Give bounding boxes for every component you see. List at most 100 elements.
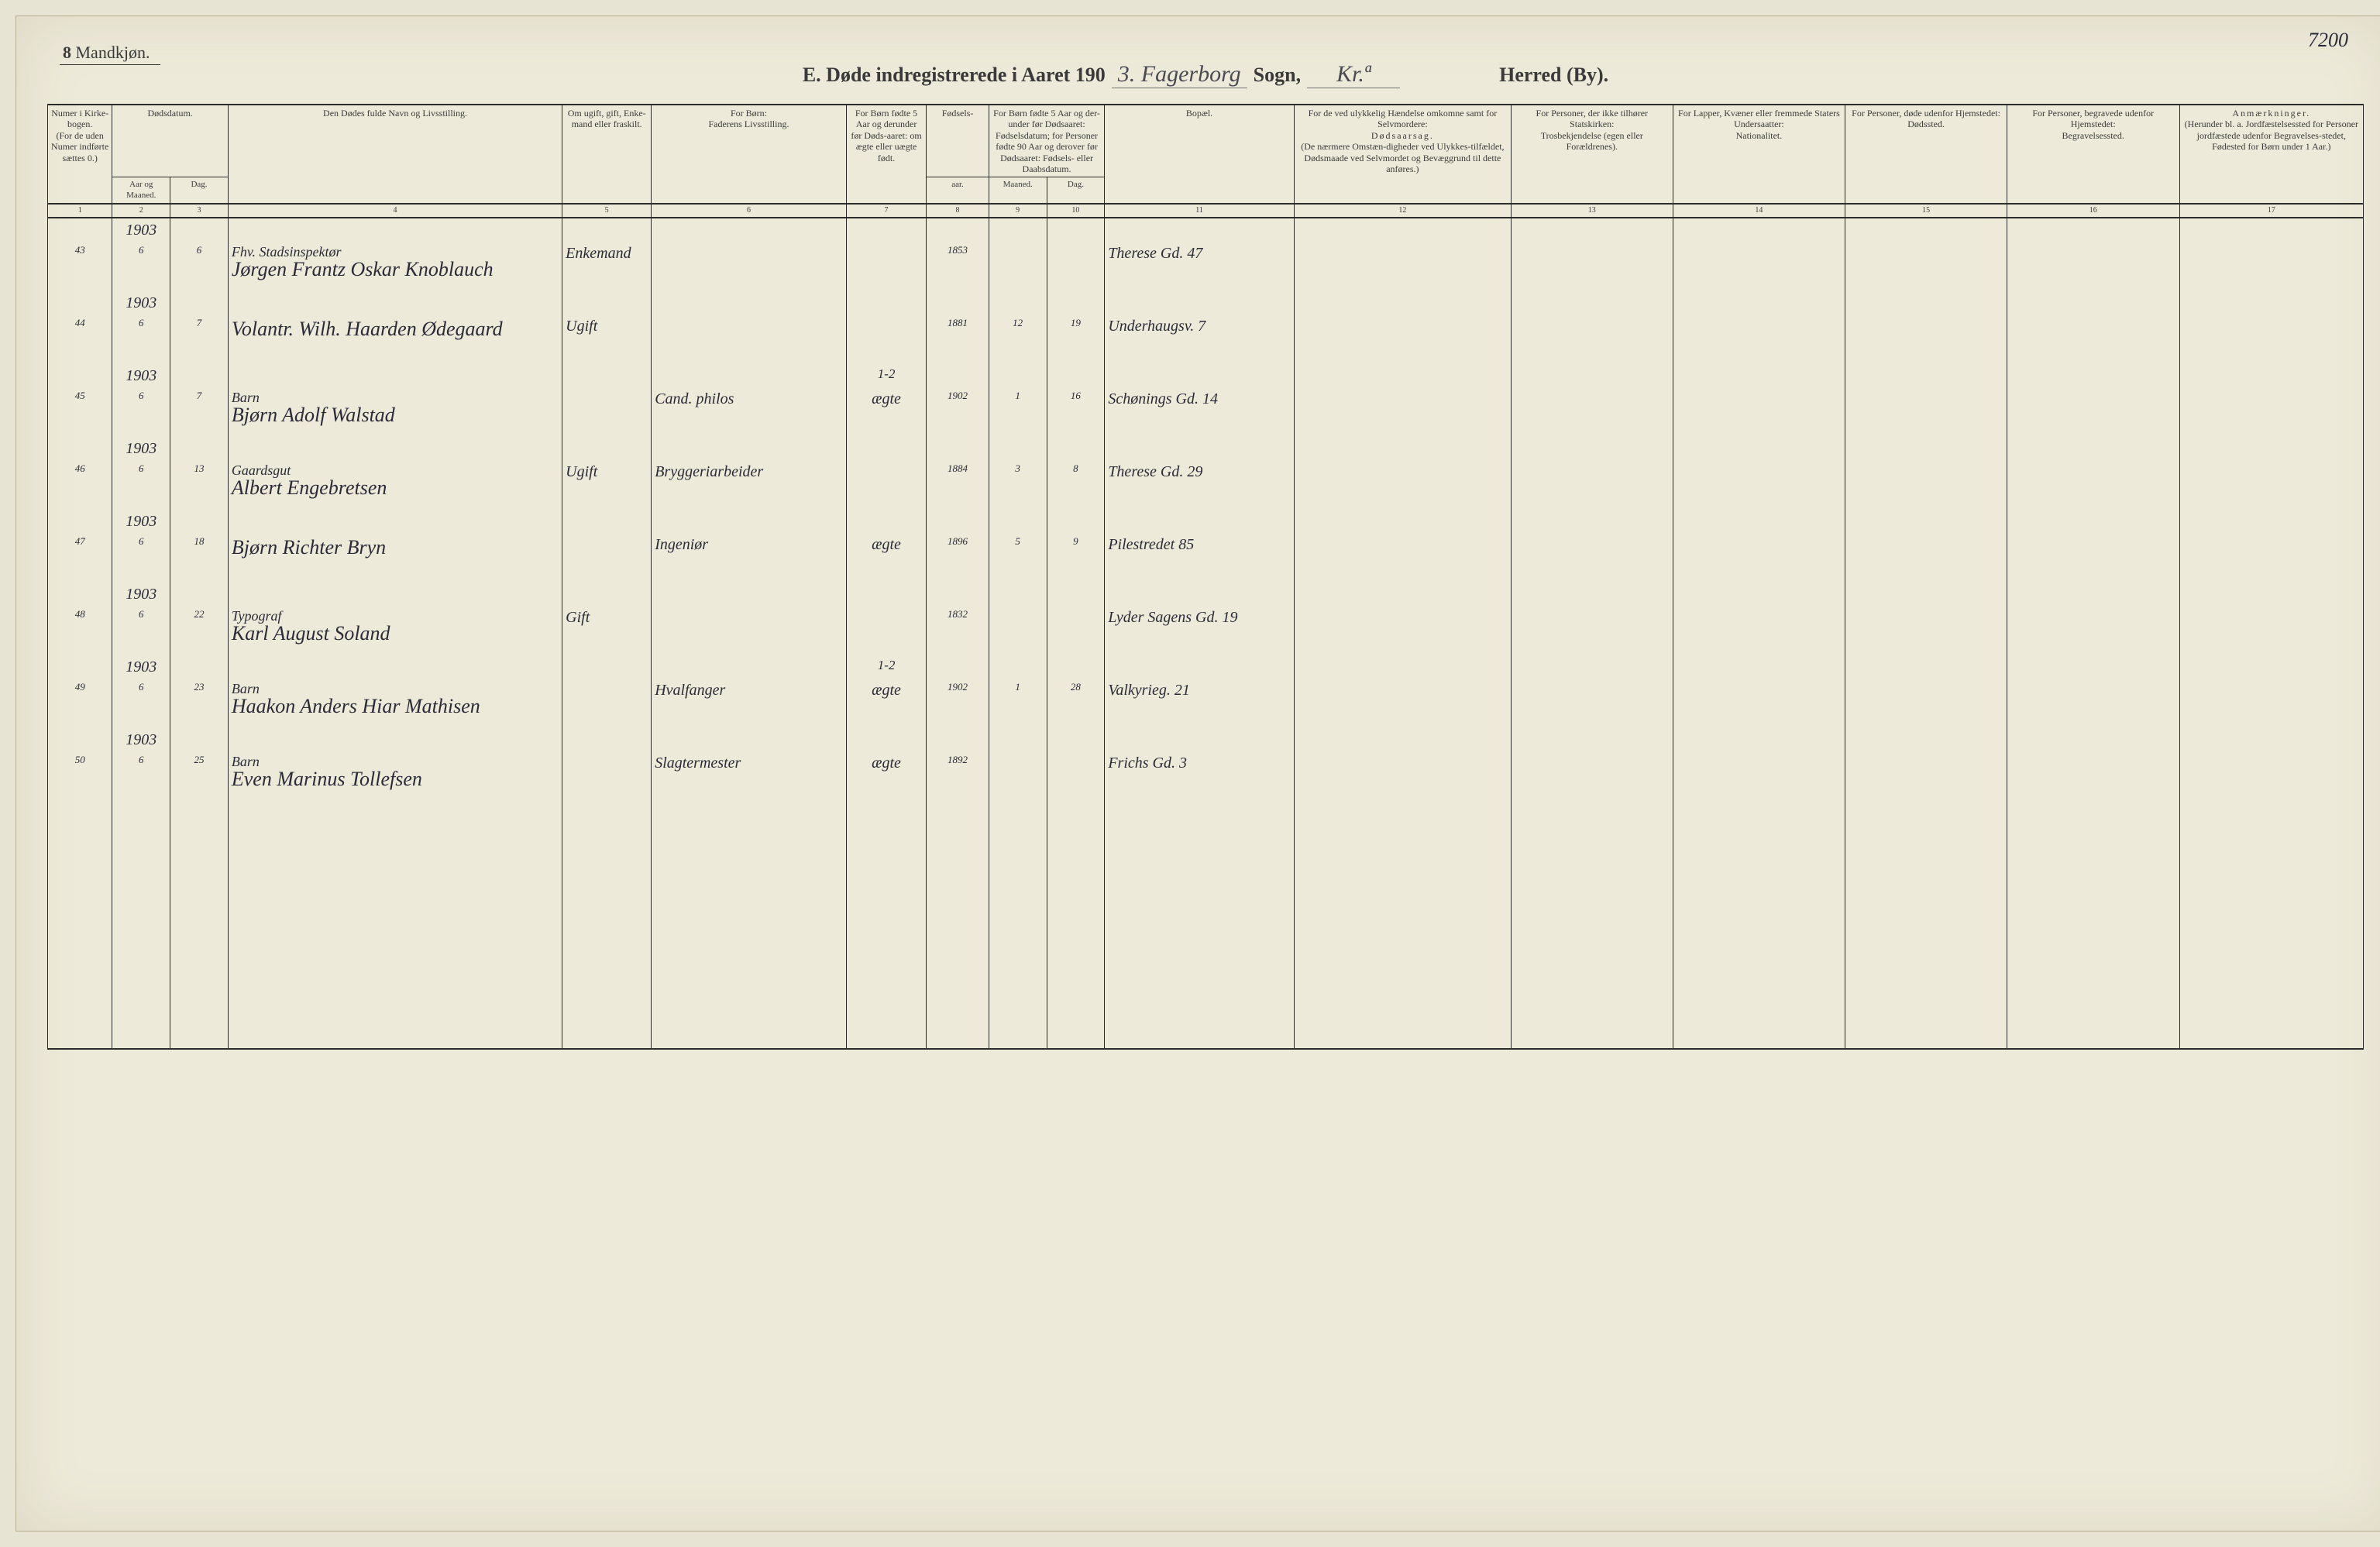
table-row: 50625BarnEven Marinus TollefsenSlagterme… (48, 751, 2364, 801)
title-parish-label: Sogn, (1254, 64, 1301, 87)
cell-name: Fhv. StadsinspektørJørgen Frantz Oskar K… (228, 242, 562, 291)
table-row-year: 1903 (48, 728, 2364, 751)
table-row-year: 19031-2 (48, 364, 2364, 387)
cell-bmonth: 12 (989, 315, 1047, 364)
cell-father (652, 606, 847, 655)
hdr-c14-top: For Lapper, Kvæner eller fremmede Stater… (1677, 108, 1842, 130)
cell-day: 6 (170, 242, 229, 291)
cell-legit: ægte (846, 751, 927, 801)
cell-note7 (846, 583, 927, 606)
hdr-c1: Numer i Kirke-bogen. (For de uden Numer … (48, 105, 112, 204)
page-number-left-num: 8 (63, 43, 71, 62)
hdr-c1-top: Numer i Kirke-bogen. (51, 108, 108, 130)
table-row: 46613GaardsgutAlbert EngebretsenUgiftBry… (48, 460, 2364, 510)
table-row: 47618Bjørn Richter BrynIngeniørægte18965… (48, 533, 2364, 583)
cell-byear: 1881 (927, 315, 989, 364)
coln-13: 13 (1512, 204, 1673, 218)
cell-status (562, 751, 652, 801)
cell-bmonth: 3 (989, 460, 1047, 510)
cell-no: 50 (48, 751, 112, 801)
cell-bmonth (989, 606, 1047, 655)
cell-bmonth: 1 (989, 679, 1047, 728)
cell-byear: 1853 (927, 242, 989, 291)
cell-year: 1903 (112, 583, 170, 606)
hdr-c17-sub: (Herunder bl. a. Jordfæstelsessted for P… (2183, 119, 2360, 152)
cell-year: 1903 (112, 655, 170, 679)
cell-status (562, 679, 652, 728)
cell-bmonth (989, 751, 1047, 801)
hdr-c2-3: Dødsdatum. (112, 105, 229, 177)
cell-father (652, 315, 847, 364)
cell-no: 46 (48, 460, 112, 510)
cell-year: 1903 (112, 437, 170, 460)
cell-bmonth (989, 242, 1047, 291)
cell-note7: 1-2 (846, 364, 927, 387)
hdr-c11: Bopæl. (1105, 105, 1294, 204)
table-row: 4366Fhv. StadsinspektørJørgen Frantz Osk… (48, 242, 2364, 291)
cell-day: 13 (170, 460, 229, 510)
hdr-c6-top: For Børn: (655, 108, 843, 119)
cell-day: 23 (170, 679, 229, 728)
title-district-label: Herred (By). (1499, 64, 1608, 87)
cell-father: Bryggeriarbeider (652, 460, 847, 510)
title-year-hand: 3. Fagerborg (1112, 61, 1247, 88)
cell-father: Hvalfanger (652, 679, 847, 728)
table-body: 19034366Fhv. StadsinspektørJørgen Frantz… (48, 218, 2364, 1049)
cell-addr: Pilestredet 85 (1105, 533, 1294, 583)
cell-father (652, 242, 847, 291)
cell-month: 6 (112, 533, 170, 583)
cell-father: Ingeniør (652, 533, 847, 583)
hdr-c12-mid: Dødsaarsag. (1298, 130, 1508, 141)
cell-month: 6 (112, 751, 170, 801)
hdr-c1-mid: (For de uden Numer indførte sættes 0.) (51, 130, 108, 163)
cell-name: BarnEven Marinus Tollefsen (228, 751, 562, 801)
cell-bday (1047, 751, 1105, 801)
table-row-blank (48, 801, 2364, 851)
cell-byear: 1896 (927, 533, 989, 583)
cell-year: 1903 (112, 510, 170, 533)
cell-no: 49 (48, 679, 112, 728)
cell-note7 (846, 437, 927, 460)
cell-bmonth: 5 (989, 533, 1047, 583)
cell-year: 1903 (112, 218, 170, 242)
cell-legit (846, 315, 927, 364)
cell-month: 6 (112, 387, 170, 437)
cell-no: 43 (48, 242, 112, 291)
cell-name: TypografKarl August Soland (228, 606, 562, 655)
cell-name-main: Bjørn Richter Bryn (232, 535, 559, 559)
cell-day: 18 (170, 533, 229, 583)
cell-name: BarnBjørn Adolf Walstad (228, 387, 562, 437)
cell-no: 44 (48, 315, 112, 364)
coln-6: 6 (652, 204, 847, 218)
title-row: E. Døde indregistrerede i Aaret 190 3. F… (47, 61, 2364, 88)
cell-addr: Frichs Gd. 3 (1105, 751, 1294, 801)
table-row: 49623BarnHaakon Anders Hiar MathisenHval… (48, 679, 2364, 728)
table-row-year: 1903 (48, 510, 2364, 533)
coln-10: 10 (1047, 204, 1105, 218)
cell-byear: 1902 (927, 387, 989, 437)
hdr-c15-top: For Personer, døde udenfor Hjemstedet: (1849, 108, 2003, 119)
table-row-year: 1903 (48, 437, 2364, 460)
cell-bday: 16 (1047, 387, 1105, 437)
cell-bday: 19 (1047, 315, 1105, 364)
cell-name-main: Even Marinus Tollefsen (232, 767, 559, 791)
cell-year: 1903 (112, 291, 170, 315)
hdr-c12: For de ved ulykkelig Hændelse omkomne sa… (1294, 105, 1511, 204)
hdr-c16: For Personer, begravede udenfor Hjemsted… (2007, 105, 2179, 204)
cell-status: Ugift (562, 460, 652, 510)
coln-2: 2 (112, 204, 170, 218)
cell-name-main: Jørgen Frantz Oskar Knoblauch (232, 257, 559, 281)
cell-no: 48 (48, 606, 112, 655)
cell-legit: ægte (846, 533, 927, 583)
cell-addr: Valkyrieg. 21 (1105, 679, 1294, 728)
coln-7: 7 (846, 204, 927, 218)
hdr-c4: Den Dødes fulde Navn og Livsstilling. (228, 105, 562, 204)
table-row-blank (48, 900, 2364, 950)
table-row-year: 19031-2 (48, 655, 2364, 679)
hdr-c12-sub: (De nærmere Omstæn-digheder ved Ulykkes-… (1298, 141, 1508, 174)
cell-name-main: Volantr. Wilh. Haarden Ødegaard (232, 317, 559, 341)
cell-addr: Underhaugsv. 7 (1105, 315, 1294, 364)
cell-month: 6 (112, 606, 170, 655)
coln-9: 9 (989, 204, 1047, 218)
cell-byear: 1884 (927, 460, 989, 510)
